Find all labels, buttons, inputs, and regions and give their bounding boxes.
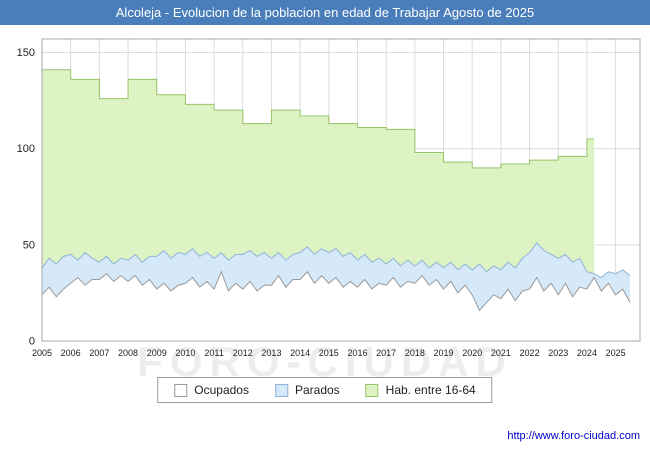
legend-label-parados: Parados [294, 383, 340, 397]
x-tick-label: 2019 [434, 348, 454, 358]
x-tick-label: 2017 [376, 348, 396, 358]
line-hab-entre-16-64 [42, 69, 595, 169]
y-tick-label: 50 [23, 239, 35, 251]
x-tick-label: 2025 [606, 348, 626, 358]
x-tick-label: 2018 [405, 348, 425, 358]
x-tick-label: 2012 [233, 348, 253, 358]
x-tick-label: 2022 [520, 348, 540, 358]
x-tick-label: 2020 [462, 348, 482, 358]
x-tick-label: 2007 [89, 348, 109, 358]
x-tick-label: 2008 [118, 348, 138, 358]
legend-label-hab-16-64: Hab. entre 16-64 [385, 383, 476, 397]
footer-url: http://www.foro-ciudad.com [507, 430, 640, 442]
chart-plot: 0 50 100 150 2005 2006 2007 2008 2009 2010 2011 201… [17, 38, 641, 358]
x-tick-label: 2016 [347, 348, 367, 358]
x-tick-label: 2024 [577, 348, 597, 358]
legend-item-parados: Parados [274, 383, 340, 397]
x-tick-label: 2010 [175, 348, 195, 358]
x-tick-label: 2023 [548, 348, 568, 358]
y-tick-label: 150 [17, 47, 35, 59]
legend-swatch-hab-16-64 [365, 383, 379, 397]
chart-legend: Ocupados Parados Hab. entre 16-64 [157, 377, 493, 403]
x-tick-label: 2009 [147, 348, 167, 358]
legend-swatch-ocupados [174, 383, 188, 397]
x-tick-label: 2014 [290, 348, 310, 358]
plot-border [41, 38, 641, 342]
line-ocupados [41, 270, 631, 312]
legend-swatch-parados [274, 383, 288, 397]
x-tick-label: 2005 [32, 348, 52, 358]
chart-title: Alcoleja - Evolucion de la poblacion en … [0, 0, 650, 25]
y-tick-label: 0 [29, 336, 35, 348]
x-tick-label: 2006 [61, 348, 81, 358]
y-tick-label: 100 [17, 143, 35, 155]
legend-label-ocupados: Ocupados [194, 383, 249, 397]
x-tick-label: 2021 [491, 348, 511, 358]
line-parados [41, 242, 631, 279]
legend-item-hab-16-64: Hab. entre 16-64 [365, 383, 476, 397]
x-tick-label: 2015 [319, 348, 339, 358]
area-ocupados [42, 271, 630, 341]
x-tick-label: 2013 [261, 348, 281, 358]
footer-link[interactable]: http://www.foro-ciudad.com [507, 430, 640, 442]
legend-item-ocupados: Ocupados [174, 383, 249, 397]
x-tick-label: 2011 [204, 348, 223, 358]
